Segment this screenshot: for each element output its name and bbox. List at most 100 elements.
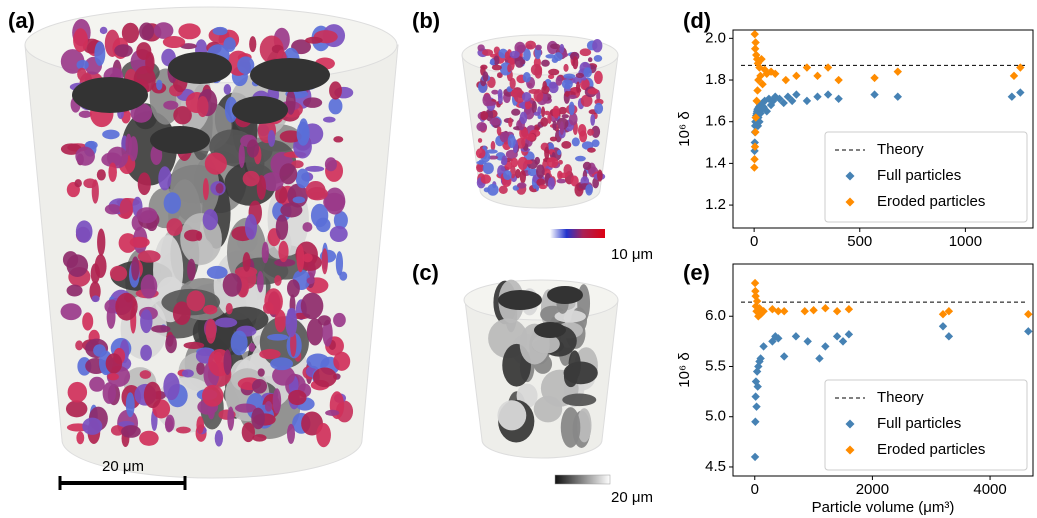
grain <box>297 122 310 146</box>
grain <box>476 161 486 165</box>
point <box>833 307 841 315</box>
grain <box>568 95 576 99</box>
grain <box>184 342 205 349</box>
grain <box>561 141 571 149</box>
grain <box>243 252 251 272</box>
y-tick-label: 6.0 <box>705 307 726 324</box>
grain <box>141 274 158 298</box>
grain <box>517 182 526 188</box>
grain <box>129 136 138 161</box>
grain <box>264 288 283 314</box>
grain <box>215 430 223 447</box>
grain <box>252 434 266 441</box>
grain <box>163 101 178 110</box>
grain <box>564 366 578 387</box>
y-tick-label: 4.5 <box>705 458 726 475</box>
grain <box>278 241 288 262</box>
grain <box>103 382 116 404</box>
grain <box>68 382 87 403</box>
grain <box>510 78 516 89</box>
grain <box>594 55 603 62</box>
grain <box>106 353 122 373</box>
grain <box>307 277 315 284</box>
grain <box>270 357 293 370</box>
grain <box>480 65 487 70</box>
grain <box>544 111 550 115</box>
grain <box>587 147 596 152</box>
grain <box>239 144 245 168</box>
cut-grain <box>232 96 288 124</box>
grain <box>196 416 204 434</box>
cut-grain <box>250 58 330 92</box>
grain <box>548 177 555 190</box>
point <box>809 306 817 314</box>
grain <box>273 388 281 413</box>
grain <box>156 80 162 91</box>
point <box>813 72 821 80</box>
point <box>780 352 788 360</box>
grain <box>322 248 328 274</box>
grain <box>594 71 603 84</box>
point <box>845 330 853 338</box>
y-tick-label: 1.8 <box>705 71 726 88</box>
grain <box>305 37 323 44</box>
y-tick-label: 5.5 <box>705 357 726 374</box>
grain <box>583 162 591 170</box>
point <box>821 342 829 350</box>
point <box>751 30 759 38</box>
grain <box>140 370 151 379</box>
point <box>824 90 832 98</box>
grain <box>579 130 587 142</box>
grain <box>520 112 527 124</box>
grain <box>491 90 498 95</box>
cut-grain <box>150 126 210 154</box>
grain <box>158 166 171 190</box>
renderings <box>25 7 618 490</box>
grain <box>547 157 558 168</box>
point <box>1010 72 1018 80</box>
point <box>751 418 759 426</box>
point <box>801 307 809 315</box>
grain <box>523 72 531 83</box>
grain <box>329 81 342 99</box>
grain <box>138 172 151 195</box>
grain <box>510 51 520 59</box>
grain <box>552 121 556 131</box>
point <box>815 354 823 362</box>
point <box>870 90 878 98</box>
grain <box>497 400 526 430</box>
grain <box>139 23 154 41</box>
x-tick-label: 0 <box>750 233 758 250</box>
point <box>751 453 759 461</box>
grain <box>562 114 569 118</box>
grain <box>481 174 491 184</box>
point <box>750 163 758 171</box>
grain <box>489 118 500 126</box>
grain <box>303 97 322 108</box>
grain <box>89 377 105 392</box>
grain <box>594 103 603 114</box>
grain <box>75 340 83 350</box>
grain <box>215 317 237 327</box>
grain <box>276 214 288 239</box>
grain <box>196 231 202 241</box>
x-tick-label: 0 <box>751 481 759 498</box>
y-axis-label: 10⁶ δ <box>676 352 693 387</box>
grain <box>75 147 95 166</box>
panel-label: (e) <box>683 260 710 285</box>
point <box>845 305 853 313</box>
grain <box>592 139 600 147</box>
legend-label: Full particles <box>877 167 961 184</box>
grain <box>267 334 288 341</box>
grain <box>476 148 486 158</box>
grain <box>223 349 231 375</box>
grain <box>176 427 191 434</box>
grain <box>163 36 185 48</box>
grain <box>247 139 259 157</box>
grain <box>501 155 507 165</box>
grain <box>484 187 490 192</box>
grain <box>257 271 264 293</box>
grain <box>478 138 482 143</box>
grain <box>102 130 119 140</box>
grain <box>249 36 256 52</box>
